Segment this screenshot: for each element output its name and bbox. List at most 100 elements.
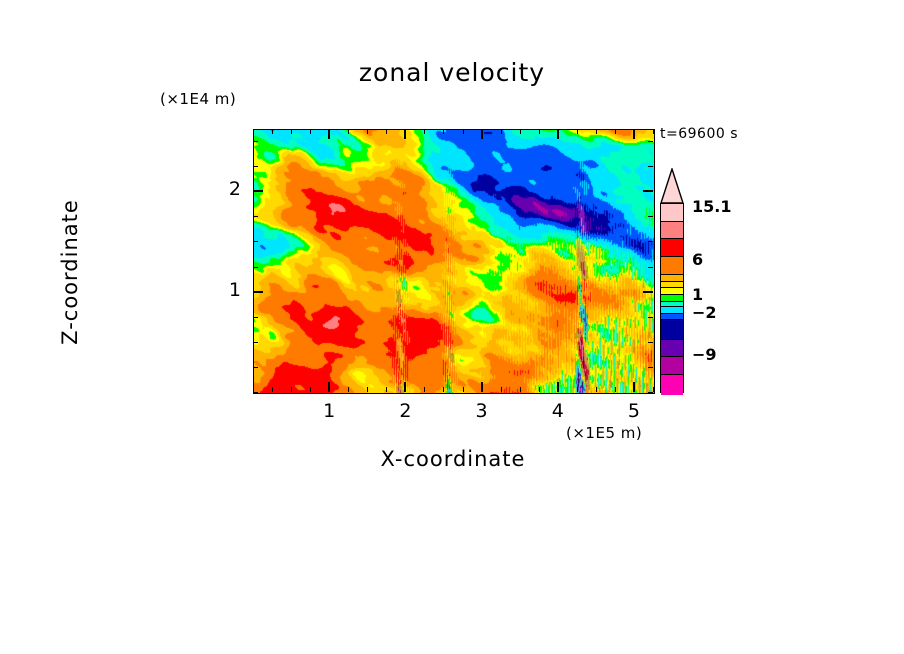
x-tick-major bbox=[556, 382, 559, 392]
y-tick-label: 2 bbox=[228, 178, 241, 201]
x-tick-minor bbox=[310, 129, 312, 134]
colorbar-tick-label: −9 bbox=[692, 345, 717, 364]
y-tick-label: 1 bbox=[228, 278, 241, 301]
colorbar-tick-label: 1 bbox=[692, 285, 704, 304]
x-tick-minor bbox=[424, 129, 426, 134]
time-annotation: t=69600 s bbox=[660, 126, 738, 142]
colorbar-separator bbox=[661, 280, 683, 282]
y-tick-minor bbox=[648, 241, 653, 243]
colorbar-separator bbox=[661, 318, 683, 320]
colorbar-tick-label: 15.1 bbox=[692, 197, 732, 216]
colorbar-segments bbox=[660, 203, 684, 395]
y-tick-minor bbox=[648, 341, 653, 343]
x-tick-minor bbox=[386, 129, 388, 134]
x-axis-title: X-coordinate bbox=[380, 447, 526, 471]
x-tick-minor bbox=[519, 129, 521, 134]
x-tick-label: 2 bbox=[399, 400, 412, 422]
colorbar-segment bbox=[661, 373, 683, 395]
colorbar-separator bbox=[661, 255, 683, 257]
y-tick-minor bbox=[253, 316, 258, 318]
y-tick-major bbox=[643, 190, 653, 193]
y-tick-minor bbox=[253, 216, 258, 218]
x-tick-major bbox=[404, 382, 407, 392]
colorbar: 15.1 6 1 −2 −9 bbox=[659, 168, 731, 395]
x-tick-label: 3 bbox=[475, 400, 488, 422]
page-title: zonal velocity bbox=[358, 58, 546, 87]
x-tick-label: 5 bbox=[627, 400, 640, 422]
x-tick-minor bbox=[653, 387, 654, 392]
colorbar-separator bbox=[661, 221, 683, 223]
x-tick-label: 1 bbox=[323, 400, 336, 422]
x-tick-minor bbox=[367, 129, 369, 134]
x-tick-minor bbox=[348, 129, 350, 134]
colorbar-segment bbox=[661, 300, 683, 308]
x-tick-minor bbox=[462, 387, 464, 392]
contour-plot-area bbox=[253, 129, 655, 394]
y-tick-major bbox=[643, 290, 653, 293]
x-tick-minor bbox=[653, 129, 654, 134]
x-tick-minor bbox=[614, 387, 616, 392]
colorbar-separator bbox=[661, 286, 683, 288]
x-tick-minor bbox=[348, 387, 350, 392]
x-axis-unit-label: (×1E5 m) bbox=[566, 424, 643, 442]
colorbar-separator bbox=[661, 356, 683, 358]
colorbar-separator bbox=[661, 293, 683, 295]
velocity-field-heatmap bbox=[254, 130, 654, 393]
x-tick-minor bbox=[443, 387, 445, 392]
x-tick-minor bbox=[253, 129, 254, 134]
x-tick-minor bbox=[424, 387, 426, 392]
y-axis-title: Z-coordinate bbox=[58, 199, 82, 345]
x-tick-minor bbox=[538, 129, 540, 134]
y-tick-major bbox=[253, 290, 263, 293]
x-tick-minor bbox=[272, 387, 274, 392]
y-tick-minor bbox=[648, 392, 653, 393]
x-tick-minor bbox=[576, 387, 578, 392]
y-tick-minor bbox=[253, 166, 258, 168]
y-tick-minor bbox=[253, 341, 258, 343]
x-tick-minor bbox=[500, 387, 502, 392]
y-tick-major bbox=[253, 190, 263, 193]
colorbar-separator bbox=[661, 373, 683, 375]
colorbar-segment bbox=[661, 238, 683, 257]
x-tick-minor bbox=[272, 129, 274, 134]
colorbar-separator bbox=[661, 312, 683, 314]
x-tick-minor bbox=[595, 129, 597, 134]
x-tick-minor bbox=[443, 129, 445, 134]
y-tick-minor bbox=[648, 316, 653, 318]
colorbar-segment bbox=[661, 312, 683, 320]
colorbar-segment bbox=[661, 286, 683, 295]
x-tick-major bbox=[632, 382, 635, 392]
z-axis-unit-label: (×1E4 m) bbox=[160, 90, 237, 108]
x-tick-minor bbox=[386, 387, 388, 392]
colorbar-arrow-cap bbox=[660, 168, 684, 204]
y-tick-minor bbox=[648, 141, 653, 143]
colorbar-separator bbox=[661, 306, 683, 308]
x-tick-major bbox=[480, 129, 483, 139]
y-tick-minor bbox=[648, 216, 653, 218]
y-tick-minor bbox=[253, 266, 258, 268]
x-tick-minor bbox=[291, 387, 293, 392]
x-tick-major bbox=[404, 129, 407, 139]
y-tick-minor bbox=[253, 141, 258, 143]
colorbar-segment bbox=[661, 339, 683, 358]
colorbar-separator bbox=[661, 339, 683, 341]
x-tick-minor bbox=[291, 129, 293, 134]
y-tick-minor bbox=[648, 366, 653, 368]
colorbar-segment bbox=[661, 221, 683, 239]
x-tick-minor bbox=[595, 387, 597, 392]
colorbar-segment bbox=[661, 306, 683, 314]
colorbar-segment bbox=[661, 204, 683, 222]
x-tick-minor bbox=[519, 387, 521, 392]
colorbar-segment bbox=[661, 280, 683, 288]
colorbar-tick-label: 6 bbox=[692, 250, 704, 269]
x-tick-minor bbox=[614, 129, 616, 134]
colorbar-segment bbox=[661, 293, 683, 302]
x-tick-label: 4 bbox=[551, 400, 564, 422]
x-tick-minor bbox=[367, 387, 369, 392]
x-tick-major bbox=[556, 129, 559, 139]
x-tick-major bbox=[632, 129, 635, 139]
colorbar-separator bbox=[661, 274, 683, 276]
colorbar-separator bbox=[661, 238, 683, 240]
x-tick-minor bbox=[500, 129, 502, 134]
